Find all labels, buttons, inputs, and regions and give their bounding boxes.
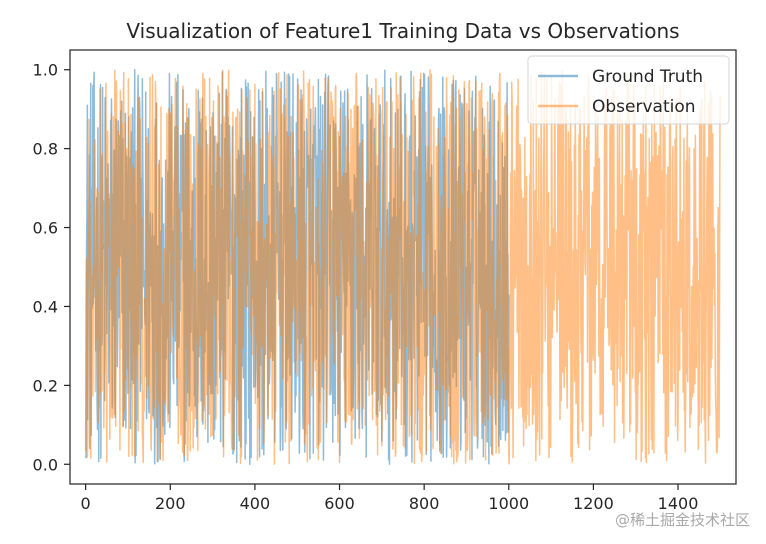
legend-label-observation: Observation — [592, 97, 696, 117]
x-tick-label: 1400 — [658, 494, 699, 513]
x-tick-label: 1000 — [488, 494, 529, 513]
y-tick-label: 1.0 — [33, 61, 58, 80]
x-tick-label: 800 — [409, 494, 440, 513]
x-tick-label: 200 — [155, 494, 186, 513]
series-line-observation — [84, 69, 722, 465]
plot-frame — [69, 49, 737, 485]
x-tick-label: 600 — [324, 494, 355, 513]
x-tick-label: 0 — [81, 494, 91, 513]
y-tick-label: 0.2 — [33, 376, 58, 395]
legend-box — [527, 55, 730, 125]
x-tick-label: 1200 — [573, 494, 614, 513]
y-tick-label: 0.4 — [33, 297, 58, 316]
y-tick-label: 0.8 — [33, 140, 58, 159]
series-layer — [84, 69, 722, 465]
x-tick-label: 400 — [240, 494, 271, 513]
y-tick-label: 0.0 — [33, 455, 58, 474]
chart-title: Visualization of Feature1 Training Data … — [126, 19, 679, 43]
y-tick-label: 0.6 — [33, 219, 58, 238]
watermark: @稀土掘金技术社区 — [614, 511, 750, 529]
y-axis: 0.0 0.2 0.4 0.6 0.8 1.0 — [33, 61, 70, 474]
legend-label-ground-truth: Ground Truth — [592, 67, 703, 87]
legend: Ground Truth Observation — [527, 55, 730, 125]
x-axis: 0 200 400 600 800 1000 1200 1400 — [81, 484, 699, 513]
